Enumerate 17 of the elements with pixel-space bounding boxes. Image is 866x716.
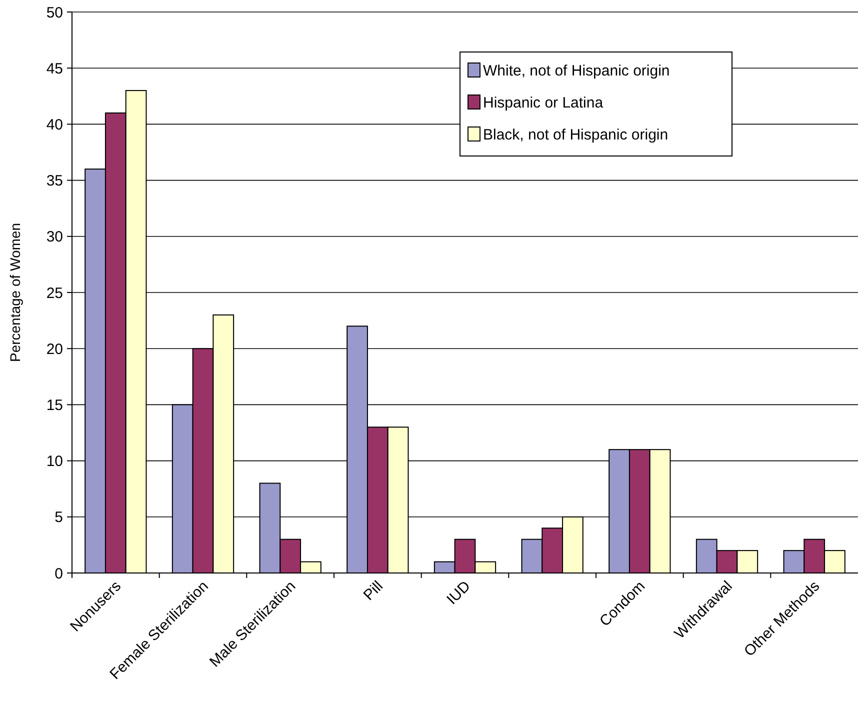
y-tick-label: 25: [46, 284, 63, 302]
x-tick-label: Pill: [360, 578, 386, 604]
y-tick-label: 20: [46, 340, 63, 358]
legend-label: Hispanic or Latina: [483, 94, 604, 112]
y-tick-label: 15: [46, 396, 63, 414]
y-tick-label: 5: [54, 509, 63, 526]
y-tick-label: 10: [46, 453, 63, 470]
y-tick-label: 30: [46, 228, 63, 246]
y-axis-title: Percentage of Women: [7, 222, 23, 362]
y-tick-label: 40: [46, 116, 63, 134]
y-tick-label: 0: [54, 565, 63, 582]
y-tick-label: 45: [46, 60, 63, 78]
y-tick-label: 35: [46, 172, 63, 190]
y-tick-label: 50: [46, 4, 63, 22]
legend-label: White, not of Hispanic origin: [483, 62, 670, 80]
x-tick-label: IUD: [444, 578, 474, 608]
legend-label: Black, not of Hispanic origin: [483, 126, 668, 144]
